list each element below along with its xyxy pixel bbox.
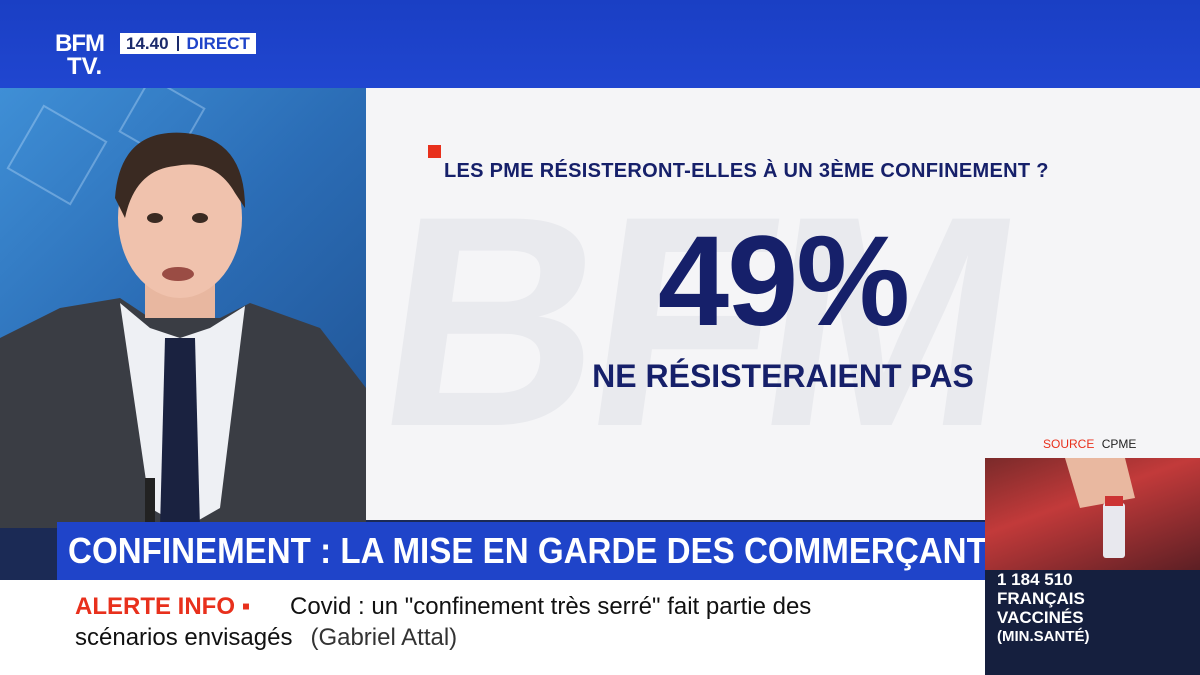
source-credit: SOURCE CPME [1043, 437, 1136, 451]
vaccinated-label-1: FRANÇAIS [997, 589, 1085, 608]
red-square-marker [428, 145, 441, 158]
source-label: SOURCE [1043, 437, 1095, 451]
news-anchor-figure [0, 132, 366, 528]
infographic-panel: BFM LES PME RÉSISTERONT-ELLES À UN 3ÈME … [366, 88, 1200, 520]
percentage-caption: NE RÉSISTERAIENT PAS [592, 358, 974, 394]
percentage-value: 49% [657, 210, 910, 353]
logo-line1: BFM [55, 30, 105, 57]
ticker-line-2: scénarios envisagés (Gabriel Attal) [75, 624, 457, 652]
vaccinated-label-2: VACCINÉS [997, 608, 1084, 627]
vaccinated-count: 1 184 510 [997, 570, 1073, 589]
ticker-line-2-text: scénarios envisagés [75, 624, 293, 651]
vaccine-source: (MIN.SANTÉ) [997, 628, 1090, 645]
studio-camera-view [0, 88, 366, 528]
ticker-line-1: Covid : un "confinement très serré" fait… [290, 593, 812, 620]
vaccine-vial-photo [985, 458, 1200, 570]
live-label: DIRECT [186, 33, 250, 53]
time-live-badge: 14.40 DIRECT [120, 33, 256, 54]
clock-time: 14.40 [120, 35, 179, 52]
logo-line2: TV. [67, 53, 103, 80]
vaccine-counter-text: 1 184 510 FRANÇAIS VACCINÉS (MIN.SANTÉ) [997, 570, 1090, 646]
source-value: CPME [1101, 437, 1137, 451]
vaccination-counter-box: 1 184 510 FRANÇAIS VACCINÉS (MIN.SANTÉ) [985, 458, 1200, 675]
ticker-attribution: (Gabriel Attal) [310, 624, 458, 651]
headline-banner: CONFINEMENT : LA MISE EN GARDE DES COMME… [57, 522, 1009, 580]
survey-question: LES PME RÉSISTERONT-ELLES À UN 3ÈME CONF… [444, 160, 1049, 182]
alert-info-label: ALERTE INFO ▪ [75, 593, 251, 620]
headline-text: CONFINEMENT : LA MISE EN GARDE DES COMME… [68, 530, 1009, 571]
bfmtv-logo: BFM TV. [55, 30, 105, 80]
vaccine-vial-illustration [1065, 458, 1135, 558]
news-ticker [0, 580, 985, 675]
